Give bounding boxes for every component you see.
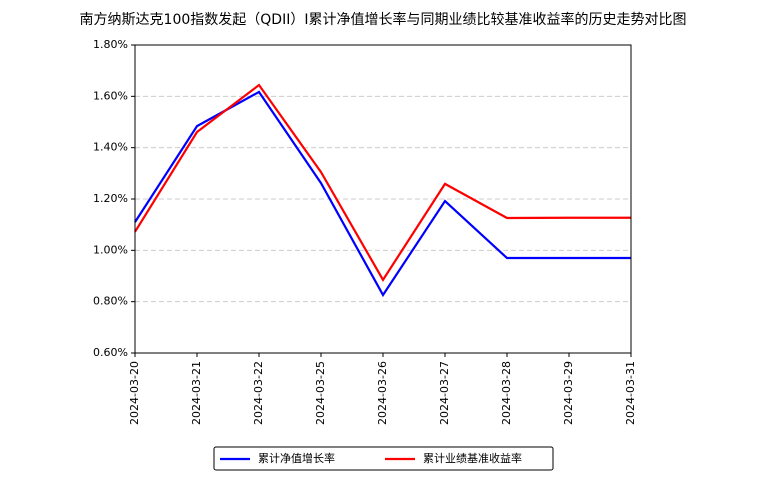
x-tick-label: 2024-03-21 bbox=[190, 361, 203, 425]
x-tick-label: 2024-03-27 bbox=[438, 361, 451, 425]
legend-label: 累计净值增长率 bbox=[258, 451, 335, 465]
x-tick-label: 2024-03-31 bbox=[624, 361, 637, 425]
legend-box bbox=[213, 446, 554, 471]
series-line bbox=[134, 90, 631, 298]
y-tick-label: 1.80% bbox=[93, 38, 128, 51]
y-tick-label: 1.00% bbox=[93, 243, 128, 256]
y-tick-label: 1.20% bbox=[93, 192, 128, 205]
series-line bbox=[134, 83, 631, 282]
y-tick-label: 0.60% bbox=[93, 346, 128, 359]
x-tick-label: 2024-03-29 bbox=[562, 361, 575, 425]
plot-frame bbox=[134, 44, 632, 354]
chart-title: 南方纳斯达克100指数发起（QDII）I累计净值增长率与同期业绩比较基准收益率的… bbox=[80, 11, 687, 28]
x-tick-label: 2024-03-20 bbox=[128, 361, 141, 425]
y-tick-label: 0.80% bbox=[93, 295, 128, 308]
y-tick-label: 1.40% bbox=[93, 141, 128, 154]
x-tick-label: 2024-03-22 bbox=[252, 361, 265, 425]
x-tick-label: 2024-03-25 bbox=[314, 361, 327, 425]
legend-label: 累计业绩基准收益率 bbox=[423, 451, 522, 465]
legend: 累计净值增长率 累计业绩基准收益率 bbox=[213, 446, 554, 471]
x-tick-label: 2024-03-28 bbox=[500, 361, 513, 425]
y-tick-label: 1.60% bbox=[93, 89, 128, 102]
x-tick-label: 2024-03-26 bbox=[376, 361, 389, 425]
